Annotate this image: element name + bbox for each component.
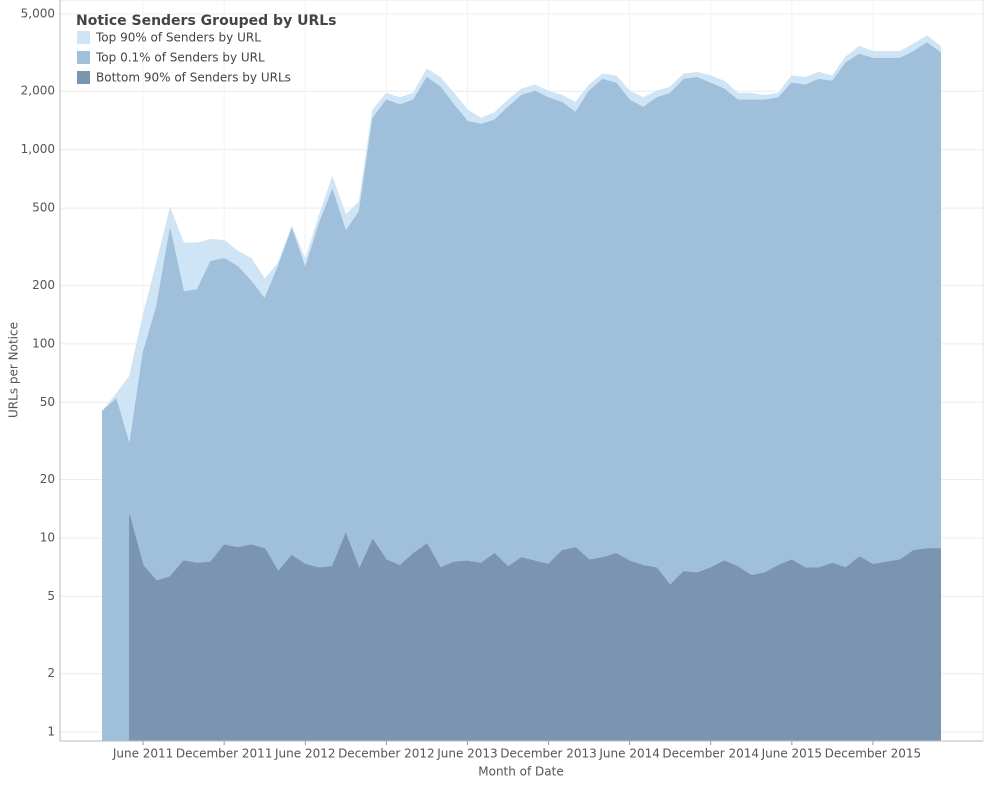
y-tick-label: 100: [32, 336, 55, 350]
y-tick-label: 500: [32, 201, 55, 215]
legend-swatch: [77, 51, 90, 64]
y-tick-label: 2: [47, 666, 55, 680]
y-tick-label: 1,000: [21, 142, 55, 156]
legend-label: Bottom 90% of Senders by URLs: [96, 71, 291, 85]
legend-label: Top 90% of Senders by URL: [95, 31, 261, 45]
y-tick-label: 20: [40, 472, 55, 486]
x-tick-label: June 2012: [274, 747, 336, 761]
legend-title: Notice Senders Grouped by URLs: [76, 13, 336, 29]
legend-label: Top 0.1% of Senders by URL: [95, 51, 265, 65]
y-tick-label: 50: [40, 395, 55, 409]
y-tick-label: 5: [47, 589, 55, 603]
x-tick-label: December 2014: [662, 747, 759, 761]
x-tick-label: December 2013: [500, 747, 597, 761]
y-tick-label: 5,000: [21, 6, 55, 20]
y-tick-label: 1: [47, 725, 55, 739]
x-tick-label: June 2013: [436, 747, 498, 761]
x-tick-label: June 2014: [598, 747, 660, 761]
legend-swatch: [77, 71, 90, 84]
x-axis-label: Month of Date: [478, 765, 564, 779]
y-tick-label: 10: [40, 530, 55, 544]
x-tick-label: December 2012: [338, 747, 435, 761]
x-tick-label: December 2011: [176, 747, 273, 761]
area: [129, 515, 941, 742]
x-tick-label: June 2015: [761, 747, 823, 761]
legend-swatch: [77, 31, 90, 44]
y-tick-label: 2,000: [21, 84, 55, 98]
x-tick-label: December 2015: [825, 747, 922, 761]
y-axis-label: URLs per Notice: [7, 322, 21, 418]
y-tick-label: 200: [32, 278, 55, 292]
legend: Notice Senders Grouped by URLs Top 90% of…: [76, 13, 336, 85]
x-tick-label: June 2011: [112, 747, 174, 761]
